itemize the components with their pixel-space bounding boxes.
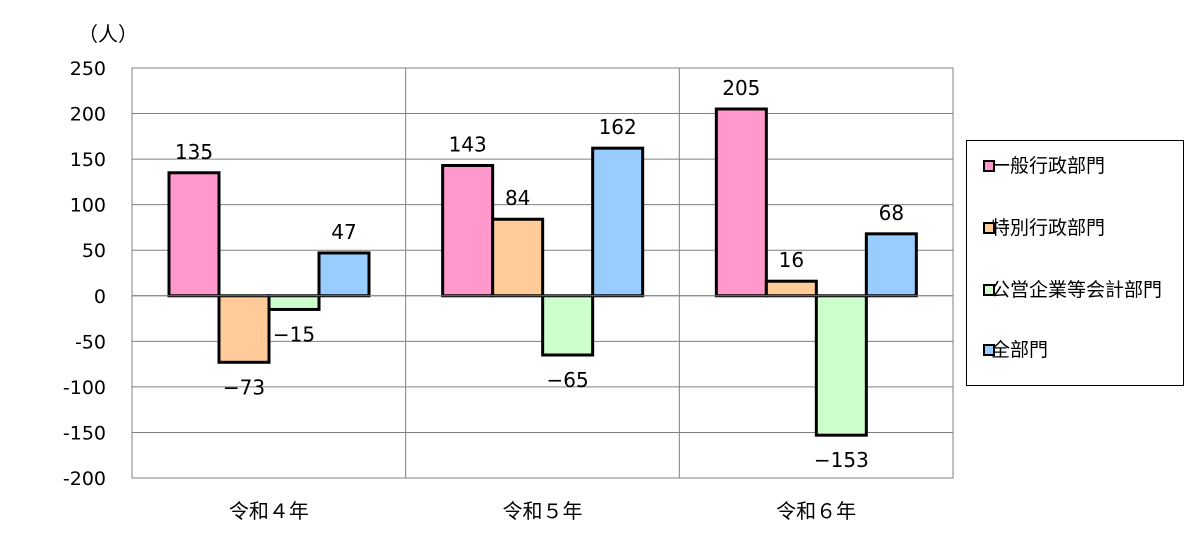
legend-swatch-special-admin bbox=[983, 222, 995, 234]
legend-label: 全部門 bbox=[991, 339, 1049, 361]
bar-value-label: 135 bbox=[175, 140, 213, 164]
bar-value-label: 47 bbox=[331, 220, 356, 244]
bar-value-label: 68 bbox=[879, 201, 904, 225]
bar-value-label: 205 bbox=[722, 76, 760, 100]
bar-value-label: −73 bbox=[223, 375, 265, 399]
legend-swatch-public-enterprise bbox=[983, 284, 995, 296]
y-tick-label: 200 bbox=[70, 104, 106, 126]
legend-item-all-departments: 全部門 bbox=[975, 337, 1180, 363]
bar-value-label: 143 bbox=[449, 132, 487, 156]
bar bbox=[317, 251, 371, 298]
bar-value-label: 162 bbox=[599, 115, 637, 139]
legend-swatch-all-departments bbox=[983, 344, 995, 356]
bar-value-label: 84 bbox=[505, 186, 530, 210]
y-tick-label: 0 bbox=[94, 286, 106, 308]
y-tick-label: -50 bbox=[75, 331, 106, 353]
legend-swatch-general-admin bbox=[983, 160, 995, 172]
bar bbox=[441, 163, 495, 298]
x-category-label: 令和６年 bbox=[776, 499, 856, 523]
bar bbox=[267, 294, 321, 311]
bar-value-label: −15 bbox=[273, 322, 315, 346]
y-tick-label: -100 bbox=[63, 377, 106, 399]
bar bbox=[714, 107, 768, 298]
y-tick-label: 150 bbox=[70, 149, 106, 171]
y-tick-label: 100 bbox=[70, 195, 106, 217]
bar-value-label: −153 bbox=[814, 448, 869, 472]
legend-item-public-enterprise: 公営企業等会計部門 bbox=[975, 277, 1180, 303]
bar bbox=[217, 294, 271, 364]
legend-item-special-admin: 特別行政部門 bbox=[975, 215, 1180, 241]
y-tick-label: -200 bbox=[63, 468, 106, 490]
x-category-label: 令和４年 bbox=[229, 499, 309, 523]
legend-item-general-admin: 一般行政部門 bbox=[975, 153, 1180, 179]
legend: 一般行政部門 特別行政部門 公営企業等会計部門 全部門 bbox=[966, 140, 1184, 386]
bar bbox=[491, 217, 545, 298]
bar bbox=[591, 146, 645, 298]
bar bbox=[541, 294, 595, 357]
legend-label: 特別行政部門 bbox=[991, 217, 1106, 239]
legend-label: 一般行政部門 bbox=[991, 155, 1106, 177]
legend-label: 公営企業等会計部門 bbox=[991, 279, 1163, 301]
bar-value-label: −65 bbox=[547, 368, 589, 392]
y-tick-label: 50 bbox=[82, 240, 106, 262]
bar bbox=[814, 294, 868, 437]
y-tick-label: -150 bbox=[63, 422, 106, 444]
y-tick-label: 250 bbox=[70, 58, 106, 80]
bar bbox=[764, 279, 818, 298]
y-axis-unit-label: （人） bbox=[78, 22, 138, 46]
bar-value-label: 16 bbox=[779, 248, 804, 272]
x-category-label: 令和５年 bbox=[503, 499, 583, 523]
bar bbox=[167, 171, 221, 298]
bar bbox=[864, 232, 918, 298]
